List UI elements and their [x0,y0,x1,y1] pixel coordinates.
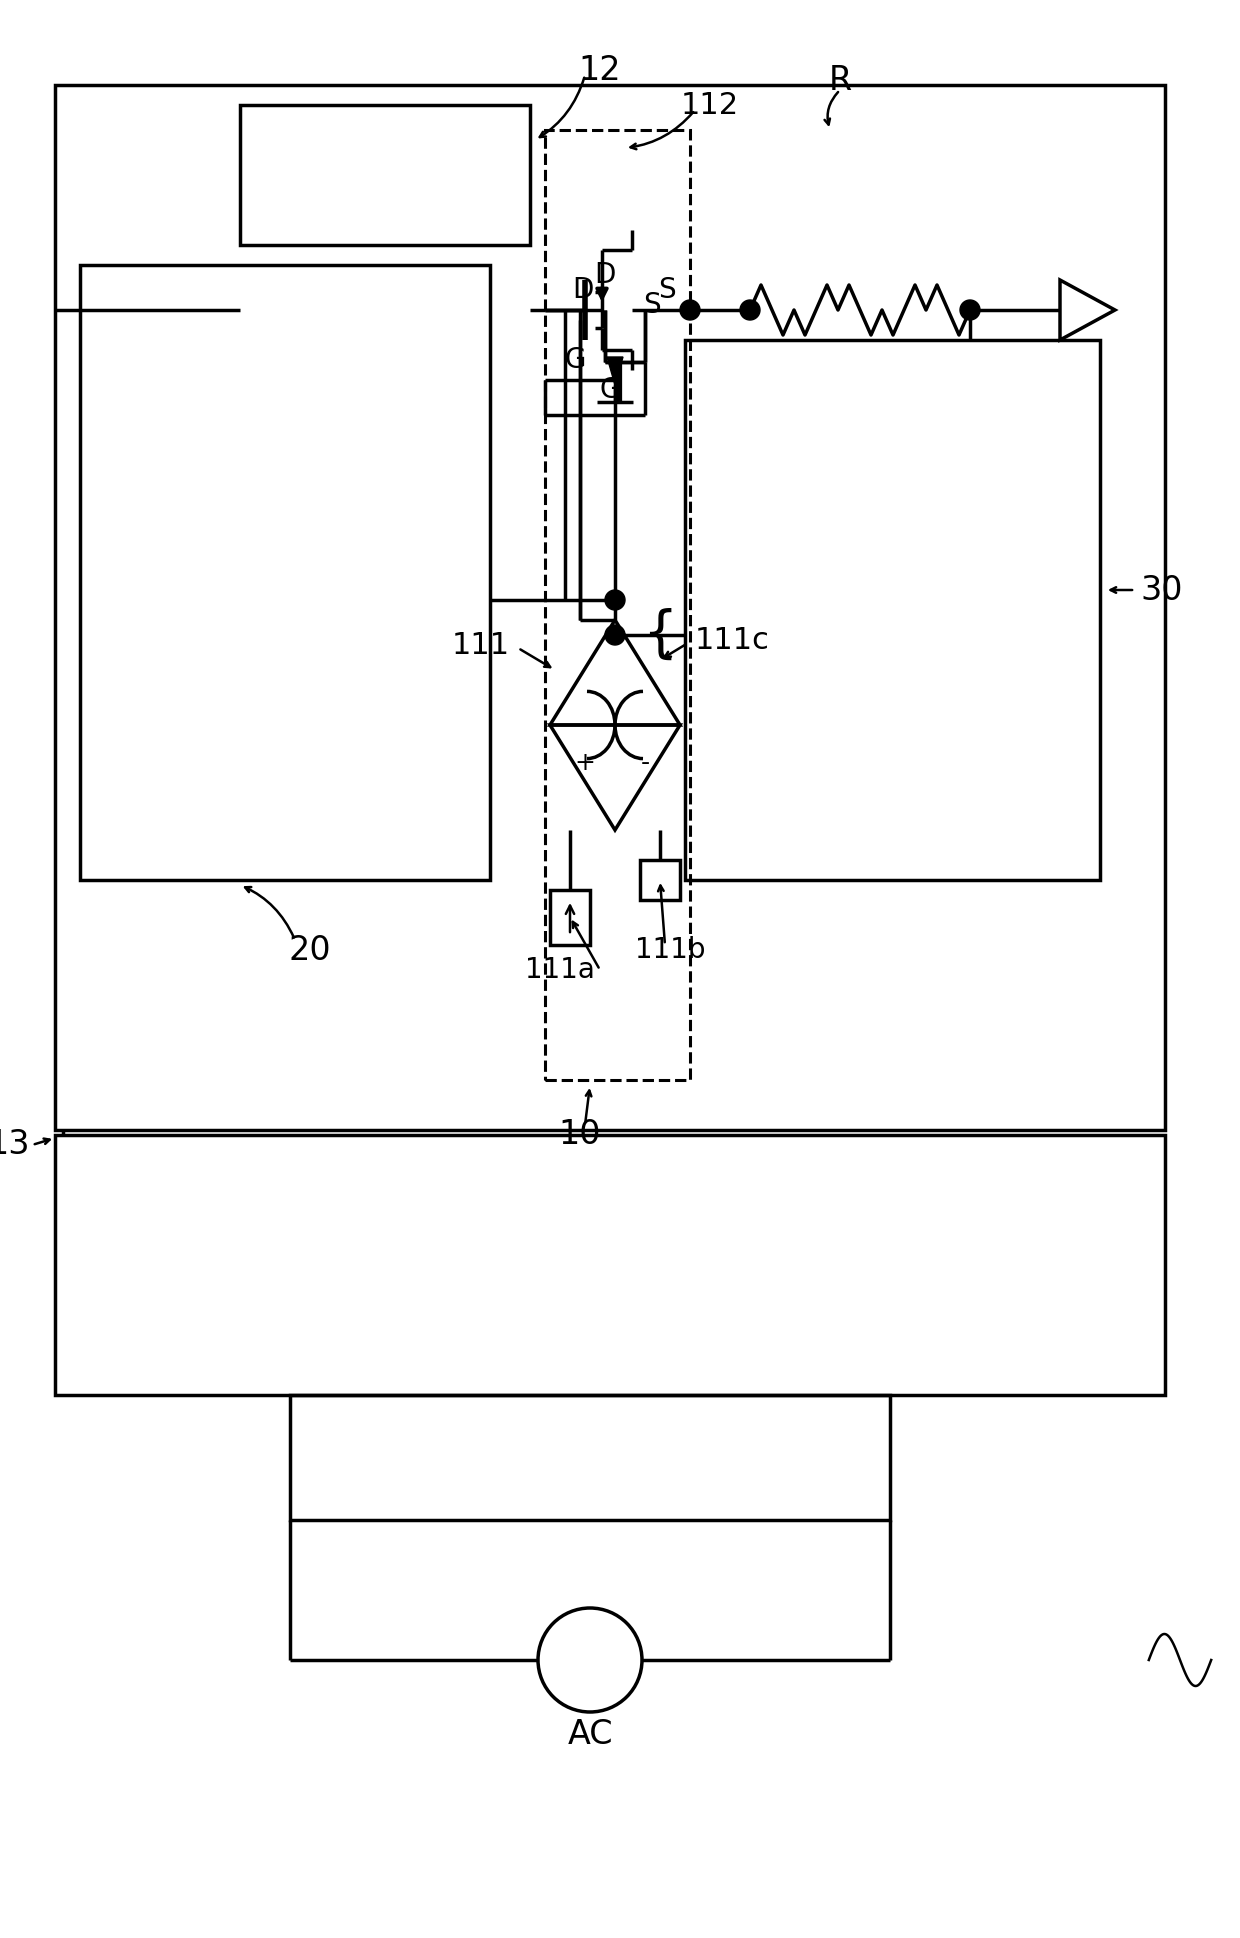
Bar [290,1395,890,1519]
Text: +: + [574,752,595,775]
Text: {: { [641,609,677,663]
Text: 111a: 111a [525,955,595,985]
Text: 20: 20 [289,934,331,967]
Text: R: R [828,64,852,97]
Circle shape [605,589,625,610]
Bar [55,1136,1166,1395]
Text: 111: 111 [451,630,510,659]
Text: 12: 12 [579,54,621,87]
Text: 111c: 111c [694,626,770,655]
Text: D: D [573,275,594,304]
Polygon shape [608,357,622,386]
Text: G: G [564,347,585,374]
Bar [241,105,529,244]
Circle shape [740,300,760,320]
Bar [55,85,1166,1130]
Text: D: D [594,262,616,289]
Text: 13: 13 [0,1128,30,1161]
Bar [546,130,689,1079]
Bar [684,339,1100,880]
Bar [551,890,590,946]
Text: 112: 112 [681,91,739,120]
Text: S: S [658,275,676,304]
Text: S: S [644,291,661,320]
Bar [640,860,680,899]
Text: -: - [640,752,650,775]
Circle shape [680,300,701,320]
Circle shape [960,300,980,320]
Text: 30: 30 [1140,574,1183,607]
Bar [81,266,490,880]
Circle shape [605,624,625,645]
Text: 10: 10 [559,1118,601,1151]
Text: 111b: 111b [635,936,706,963]
Text: G: G [599,376,621,403]
Text: AC: AC [567,1719,613,1752]
